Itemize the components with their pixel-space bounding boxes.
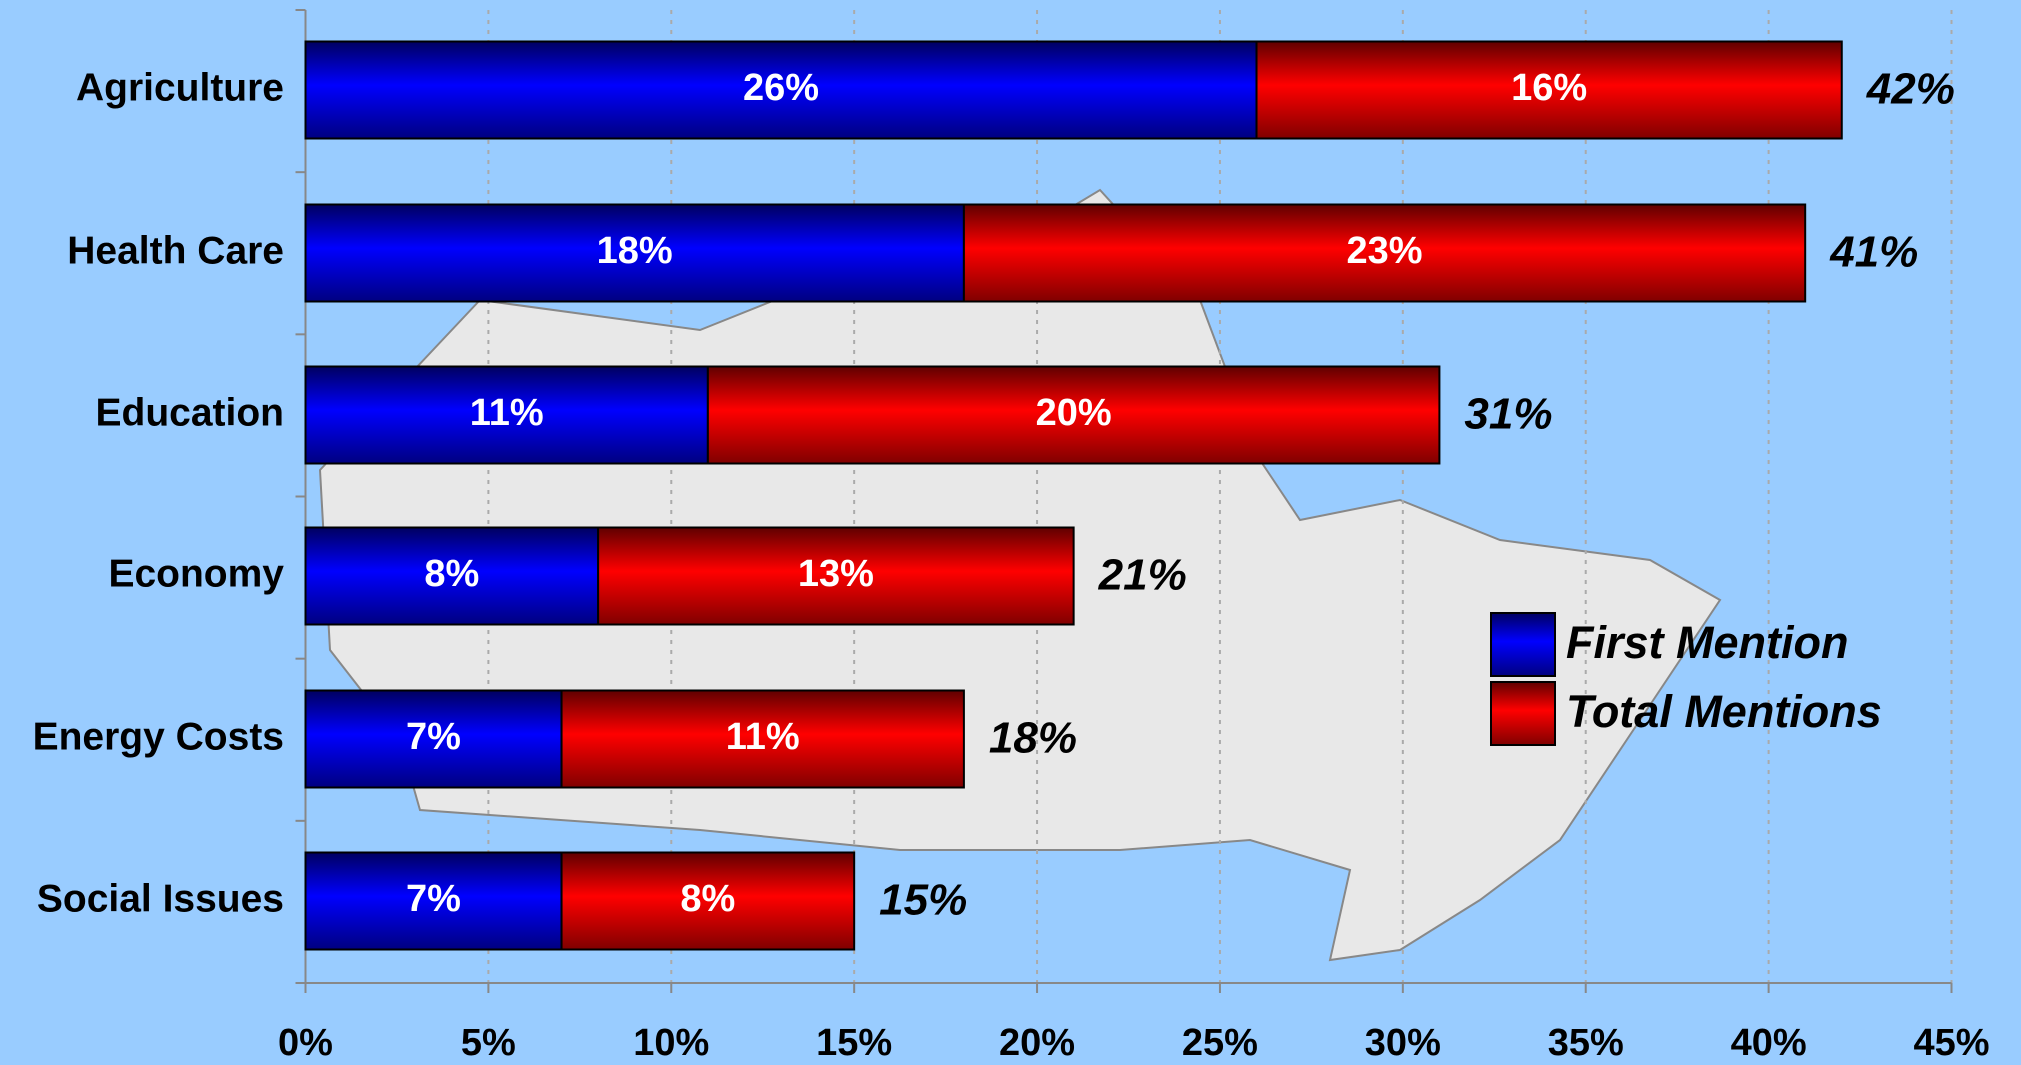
bar-segment bbox=[304, 526, 600, 626]
bar-segment bbox=[304, 689, 563, 789]
total-label: 18% bbox=[989, 714, 1077, 763]
bar-segment bbox=[560, 851, 856, 951]
y-tick-label: Health Care bbox=[67, 229, 284, 272]
x-tick-label: 20% bbox=[999, 1022, 1075, 1064]
legend-label: Total Mentions bbox=[1566, 686, 1882, 737]
bar-segment bbox=[304, 851, 563, 951]
x-tick-label: 10% bbox=[633, 1022, 709, 1064]
bar-segment bbox=[560, 689, 965, 789]
bar-segment bbox=[597, 526, 1075, 626]
y-tick-label: Economy bbox=[108, 552, 284, 595]
bar-value-label: 13% bbox=[798, 553, 874, 595]
x-tick-label: 30% bbox=[1365, 1022, 1441, 1064]
legend-swatch bbox=[1490, 612, 1556, 677]
total-label: 41% bbox=[1829, 228, 1918, 277]
y-tick-label: Agriculture bbox=[76, 66, 284, 109]
bar-value-label: 11% bbox=[726, 716, 800, 758]
x-tick-label: 35% bbox=[1548, 1022, 1624, 1064]
bar-value-label: 11% bbox=[470, 392, 544, 434]
bar-value-label: 16% bbox=[1511, 67, 1587, 109]
x-tick-label: 15% bbox=[816, 1022, 892, 1064]
legend-label: First Mention bbox=[1566, 617, 1848, 668]
legend-swatch bbox=[1490, 681, 1556, 746]
total-label: 21% bbox=[1098, 551, 1187, 600]
bar-segment bbox=[304, 203, 965, 303]
bar-value-label: 8% bbox=[424, 553, 479, 595]
x-tick-label: 45% bbox=[1913, 1022, 1989, 1064]
bar-segment bbox=[1255, 40, 1843, 140]
bar-value-label: 23% bbox=[1347, 230, 1423, 272]
total-label: 31% bbox=[1464, 390, 1552, 439]
y-tick-label: Education bbox=[95, 391, 284, 434]
x-tick-label: 0% bbox=[278, 1022, 333, 1064]
bar-segment bbox=[962, 203, 1807, 303]
bar-segment bbox=[304, 365, 709, 465]
y-tick-label: Energy Costs bbox=[33, 715, 284, 758]
bar-value-label: 18% bbox=[597, 230, 673, 272]
x-tick-label: 5% bbox=[461, 1022, 516, 1064]
bar-segment bbox=[304, 40, 1258, 140]
bar-value-label: 26% bbox=[743, 67, 819, 109]
bar-value-label: 7% bbox=[406, 878, 461, 920]
bar-value-label: 7% bbox=[406, 716, 461, 758]
x-tick-label: 40% bbox=[1731, 1022, 1807, 1064]
y-tick-label: Social Issues bbox=[37, 877, 284, 920]
total-label: 15% bbox=[879, 876, 967, 925]
bar-value-label: 20% bbox=[1036, 392, 1112, 434]
x-tick-label: 25% bbox=[1182, 1022, 1258, 1064]
total-label: 42% bbox=[1866, 65, 1955, 114]
bar-segment bbox=[706, 365, 1441, 465]
bar-value-label: 8% bbox=[680, 878, 735, 920]
